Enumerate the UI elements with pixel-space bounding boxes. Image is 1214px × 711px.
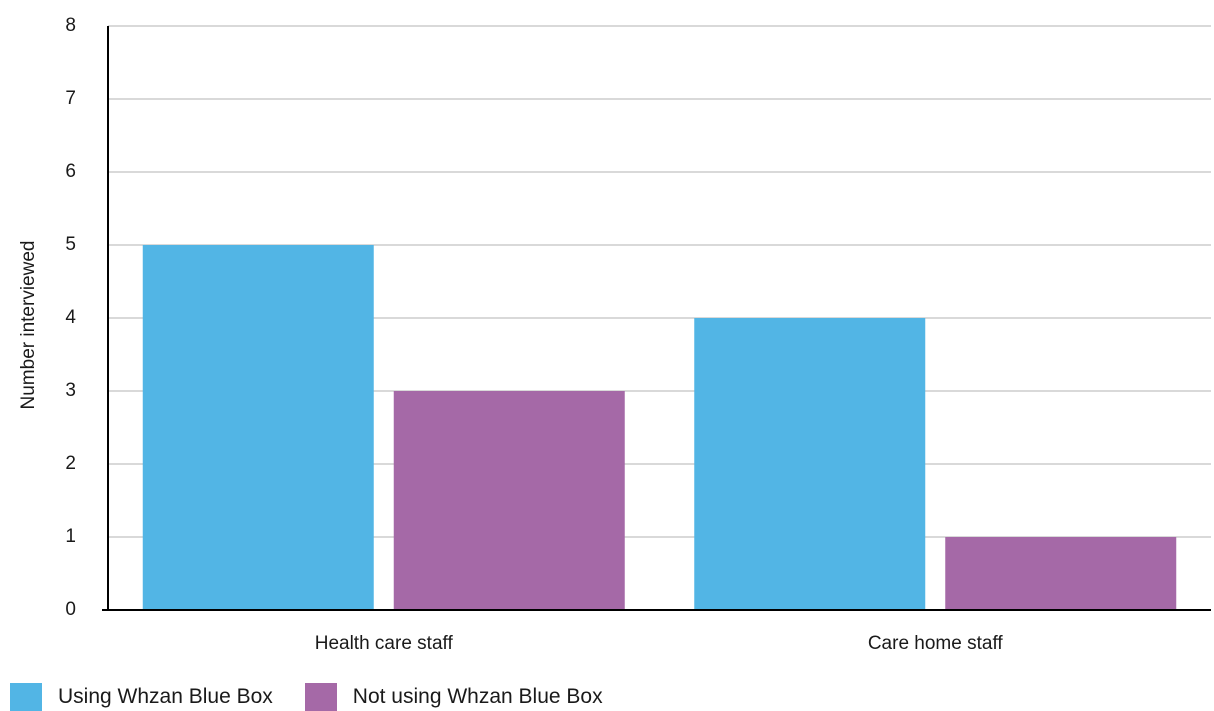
legend: Using Whzan Blue Box Not using Whzan Blu…	[10, 683, 635, 711]
y-tick-label: 1	[65, 526, 76, 547]
legend-swatch-using	[10, 683, 42, 711]
y-tick-label: 0	[65, 599, 76, 620]
legend-item-not-using: Not using Whzan Blue Box	[304, 683, 603, 711]
tick-labels: 0 1 2 3 4 5 6 7 8 Health care staff Care home staf…	[65, 15, 1003, 654]
bar-not-using	[393, 391, 625, 610]
y-tick-label: 2	[65, 453, 76, 474]
legend-label-using: Using Whzan Blue Box	[58, 685, 273, 708]
y-tick-label: 6	[65, 161, 76, 182]
y-tick-label: 7	[65, 88, 76, 109]
y-tick-label: 5	[65, 234, 76, 255]
legend-label-not-using: Not using Whzan Blue Box	[352, 685, 603, 708]
x-tick-label: Care home staff	[868, 633, 1004, 654]
x-tick-label: Health care staff	[315, 633, 454, 654]
bars	[142, 245, 1177, 610]
y-tick-label: 8	[65, 15, 76, 36]
y-tick-label: 4	[65, 307, 76, 328]
axes	[102, 26, 1211, 611]
bar-using	[694, 318, 926, 610]
y-axis-label: Number interviewed	[18, 241, 39, 410]
y-tick-label: 3	[65, 380, 76, 401]
legend-item-using: Using Whzan Blue Box	[10, 683, 273, 711]
bar-using	[142, 245, 374, 610]
bar-not-using	[945, 537, 1177, 610]
legend-swatch-not-using	[304, 683, 337, 711]
